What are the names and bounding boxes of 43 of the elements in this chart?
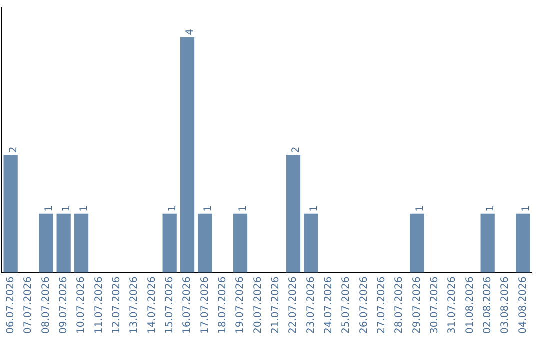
x-tick-label: 10.07.2026	[76, 276, 88, 334]
x-tick-label: 13.07.2026	[129, 276, 140, 334]
x-tick-label: 02.08.2026	[482, 276, 494, 334]
x-tick-label: 25.07.2026	[341, 276, 352, 334]
x-tick-label: 21.07.2026	[270, 276, 282, 334]
data-label: 4	[185, 29, 196, 36]
data-label: 1	[44, 206, 55, 212]
x-tick-label: 28.07.2026	[394, 276, 406, 334]
data-label: 1	[167, 206, 178, 212]
x-tick-label: 14.07.2026	[146, 276, 158, 334]
x-tick-label: 17.07.2026	[200, 276, 211, 334]
x-tick-label: 26.07.2026	[358, 276, 370, 334]
data-label: 1	[520, 206, 532, 212]
x-tick-label: 23.07.2026	[306, 276, 317, 334]
x-tick-label: 04.08.2026	[518, 276, 529, 334]
x-tick-label: 01.08.2026	[464, 276, 476, 334]
x-tick-label: 09.07.2026	[58, 276, 70, 334]
x-tick-label: 11.07.2026	[94, 276, 105, 334]
x-tick-label: 30.07.2026	[429, 276, 440, 334]
x-tick-label: 16.07.2026	[182, 276, 194, 334]
x-tick-label: 27.07.2026	[376, 276, 388, 334]
x-tick-label: 18.07.2026	[217, 276, 228, 334]
data-label: 1	[61, 206, 72, 212]
data-label: 1	[414, 206, 426, 212]
x-tick-label: 12.07.2026	[111, 276, 122, 334]
x-tick-label: 07.07.2026	[23, 276, 34, 334]
x-tick-label: 03.08.2026	[500, 276, 512, 334]
x-tick-label: 06.07.2026	[5, 276, 16, 334]
data-label: 1	[485, 206, 496, 212]
data-label: 1	[308, 206, 320, 212]
x-tick-label: 22.07.2026	[288, 276, 300, 334]
data-label: 2	[8, 146, 20, 154]
x-tick-label: 08.07.2026	[40, 276, 52, 334]
x-tick-label: 24.07.2026	[323, 276, 334, 334]
x-tick-label: 31.07.2026	[447, 276, 458, 334]
x-tick-label: 19.07.2026	[235, 276, 246, 334]
data-label: 2	[291, 146, 302, 154]
data-label: 1	[202, 206, 214, 212]
x-tick-label: 15.07.2026	[164, 276, 176, 334]
data-label: 1	[238, 206, 250, 212]
x-tick-label: 20.07.2026	[252, 276, 264, 334]
x-tick-label: 29.07.2026	[412, 276, 423, 334]
data-label: 1	[79, 206, 90, 212]
